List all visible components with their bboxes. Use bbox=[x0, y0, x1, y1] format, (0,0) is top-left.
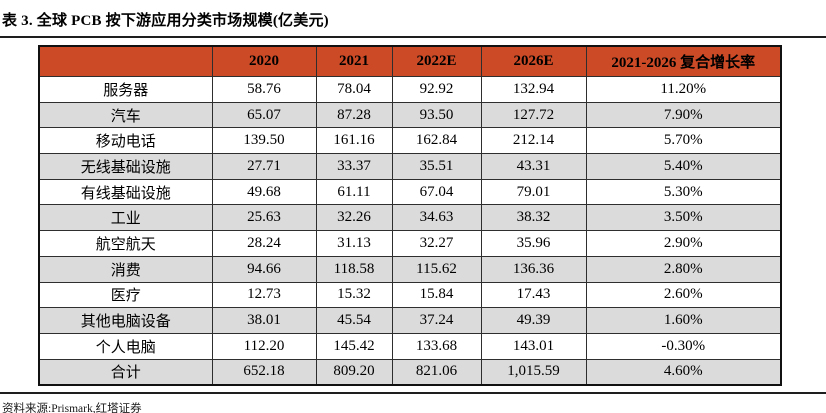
table-cell: 93.50 bbox=[391, 101, 482, 129]
table-cell: -0.30% bbox=[585, 332, 782, 360]
table-cell: 143.01 bbox=[480, 332, 587, 360]
table-cell: 3.50% bbox=[585, 204, 782, 232]
table-cell: 1,015.59 bbox=[480, 358, 587, 386]
table-cell: 78.04 bbox=[315, 76, 393, 103]
table-cell: 139.50 bbox=[211, 127, 317, 155]
row-label: 合计 bbox=[38, 358, 213, 386]
row-label: 个人电脑 bbox=[38, 332, 213, 360]
table-row: 工业 25.63 32.26 34.63 38.32 3.50% bbox=[38, 204, 782, 232]
table-cell: 79.01 bbox=[480, 178, 587, 206]
table-cell: 809.20 bbox=[315, 358, 393, 386]
table-row: 服务器 58.76 78.04 92.92 132.94 11.20% bbox=[38, 76, 782, 103]
column-header-2020: 2020 bbox=[211, 45, 317, 77]
column-header-2026e: 2026E bbox=[480, 45, 587, 77]
table-cell: 162.84 bbox=[391, 127, 482, 155]
table-row-total: 合计 652.18 809.20 821.06 1,015.59 4.60% bbox=[38, 358, 782, 386]
table-cell: 27.71 bbox=[211, 153, 317, 180]
table-cell: 821.06 bbox=[391, 358, 482, 386]
pcb-market-table: 2020 2021 2022E 2026E 2021-2026 复合增长率 服务… bbox=[38, 45, 782, 387]
table-cell: 32.26 bbox=[315, 204, 393, 232]
table-cell: 5.70% bbox=[585, 127, 782, 155]
footer-divider bbox=[0, 392, 826, 395]
row-label: 医疗 bbox=[38, 281, 213, 309]
row-label: 其他电脑设备 bbox=[38, 307, 213, 334]
table-cell: 32.27 bbox=[391, 230, 482, 257]
column-header-cagr: 2021-2026 复合增长率 bbox=[585, 45, 782, 77]
table-row: 有线基础设施 49.68 61.11 67.04 79.01 5.30% bbox=[38, 178, 782, 206]
source-note: 资料来源:Prismark,红塔证券 bbox=[2, 403, 142, 413]
table-cell: 118.58 bbox=[315, 255, 393, 283]
table-cell: 45.54 bbox=[315, 307, 393, 334]
table-cell: 25.63 bbox=[211, 204, 317, 232]
table-cell: 43.31 bbox=[480, 153, 587, 180]
table-cell: 1.60% bbox=[585, 307, 782, 334]
page-title: 表 3. 全球 PCB 按下游应用分类市场规模(亿美元) bbox=[2, 13, 329, 29]
table-cell: 17.43 bbox=[480, 281, 587, 309]
table-cell: 31.13 bbox=[315, 230, 393, 257]
table-cell: 5.30% bbox=[585, 178, 782, 206]
row-label: 移动电话 bbox=[38, 127, 213, 155]
table-cell: 65.07 bbox=[211, 101, 317, 129]
table-cell: 2.60% bbox=[585, 281, 782, 309]
table-cell: 11.20% bbox=[585, 76, 782, 103]
table-row: 个人电脑 112.20 145.42 133.68 143.01 -0.30% bbox=[38, 332, 782, 360]
row-label: 汽车 bbox=[38, 101, 213, 129]
table-row: 移动电话 139.50 161.16 162.84 212.14 5.70% bbox=[38, 127, 782, 155]
table-cell: 92.92 bbox=[391, 76, 482, 103]
row-label: 航空航天 bbox=[38, 230, 213, 257]
table-cell: 38.32 bbox=[480, 204, 587, 232]
row-label: 无线基础设施 bbox=[38, 153, 213, 180]
table-cell: 133.68 bbox=[391, 332, 482, 360]
row-label: 工业 bbox=[38, 204, 213, 232]
table-cell: 2.90% bbox=[585, 230, 782, 257]
table-cell: 94.66 bbox=[211, 255, 317, 283]
table-cell: 2.80% bbox=[585, 255, 782, 283]
table-row: 汽车 65.07 87.28 93.50 127.72 7.90% bbox=[38, 101, 782, 129]
table-cell: 35.96 bbox=[480, 230, 587, 257]
table-cell: 49.39 bbox=[480, 307, 587, 334]
table-cell: 15.84 bbox=[391, 281, 482, 309]
table-cell: 37.24 bbox=[391, 307, 482, 334]
column-header-2022e: 2022E bbox=[391, 45, 482, 77]
table-cell: 38.01 bbox=[211, 307, 317, 334]
table-cell: 87.28 bbox=[315, 101, 393, 129]
table-cell: 652.18 bbox=[211, 358, 317, 386]
table-cell: 34.63 bbox=[391, 204, 482, 232]
table-row: 无线基础设施 27.71 33.37 35.51 43.31 5.40% bbox=[38, 153, 782, 180]
table-cell: 136.36 bbox=[480, 255, 587, 283]
table-header-row: 2020 2021 2022E 2026E 2021-2026 复合增长率 bbox=[38, 45, 782, 77]
title-divider bbox=[0, 36, 826, 38]
table-cell: 28.24 bbox=[211, 230, 317, 257]
table-cell: 61.11 bbox=[315, 178, 393, 206]
table-row: 医疗 12.73 15.32 15.84 17.43 2.60% bbox=[38, 281, 782, 309]
row-label: 消费 bbox=[38, 255, 213, 283]
table-cell: 212.14 bbox=[480, 127, 587, 155]
table-row: 其他电脑设备 38.01 45.54 37.24 49.39 1.60% bbox=[38, 307, 782, 334]
column-header-2021: 2021 bbox=[315, 45, 393, 77]
table-cell: 58.76 bbox=[211, 76, 317, 103]
table-cell: 4.60% bbox=[585, 358, 782, 386]
column-header-category bbox=[38, 45, 213, 77]
table-cell: 7.90% bbox=[585, 101, 782, 129]
table-cell: 145.42 bbox=[315, 332, 393, 360]
table-cell: 5.40% bbox=[585, 153, 782, 180]
table-cell: 132.94 bbox=[480, 76, 587, 103]
table-cell: 33.37 bbox=[315, 153, 393, 180]
table-row: 消费 94.66 118.58 115.62 136.36 2.80% bbox=[38, 255, 782, 283]
table-cell: 35.51 bbox=[391, 153, 482, 180]
row-label: 服务器 bbox=[38, 76, 213, 103]
table-cell: 115.62 bbox=[391, 255, 482, 283]
table-row: 航空航天 28.24 31.13 32.27 35.96 2.90% bbox=[38, 230, 782, 257]
table-cell: 67.04 bbox=[391, 178, 482, 206]
table-cell: 15.32 bbox=[315, 281, 393, 309]
table-cell: 112.20 bbox=[211, 332, 317, 360]
table-cell: 127.72 bbox=[480, 101, 587, 129]
table-cell: 12.73 bbox=[211, 281, 317, 309]
table-cell: 161.16 bbox=[315, 127, 393, 155]
row-label: 有线基础设施 bbox=[38, 178, 213, 206]
table-cell: 49.68 bbox=[211, 178, 317, 206]
